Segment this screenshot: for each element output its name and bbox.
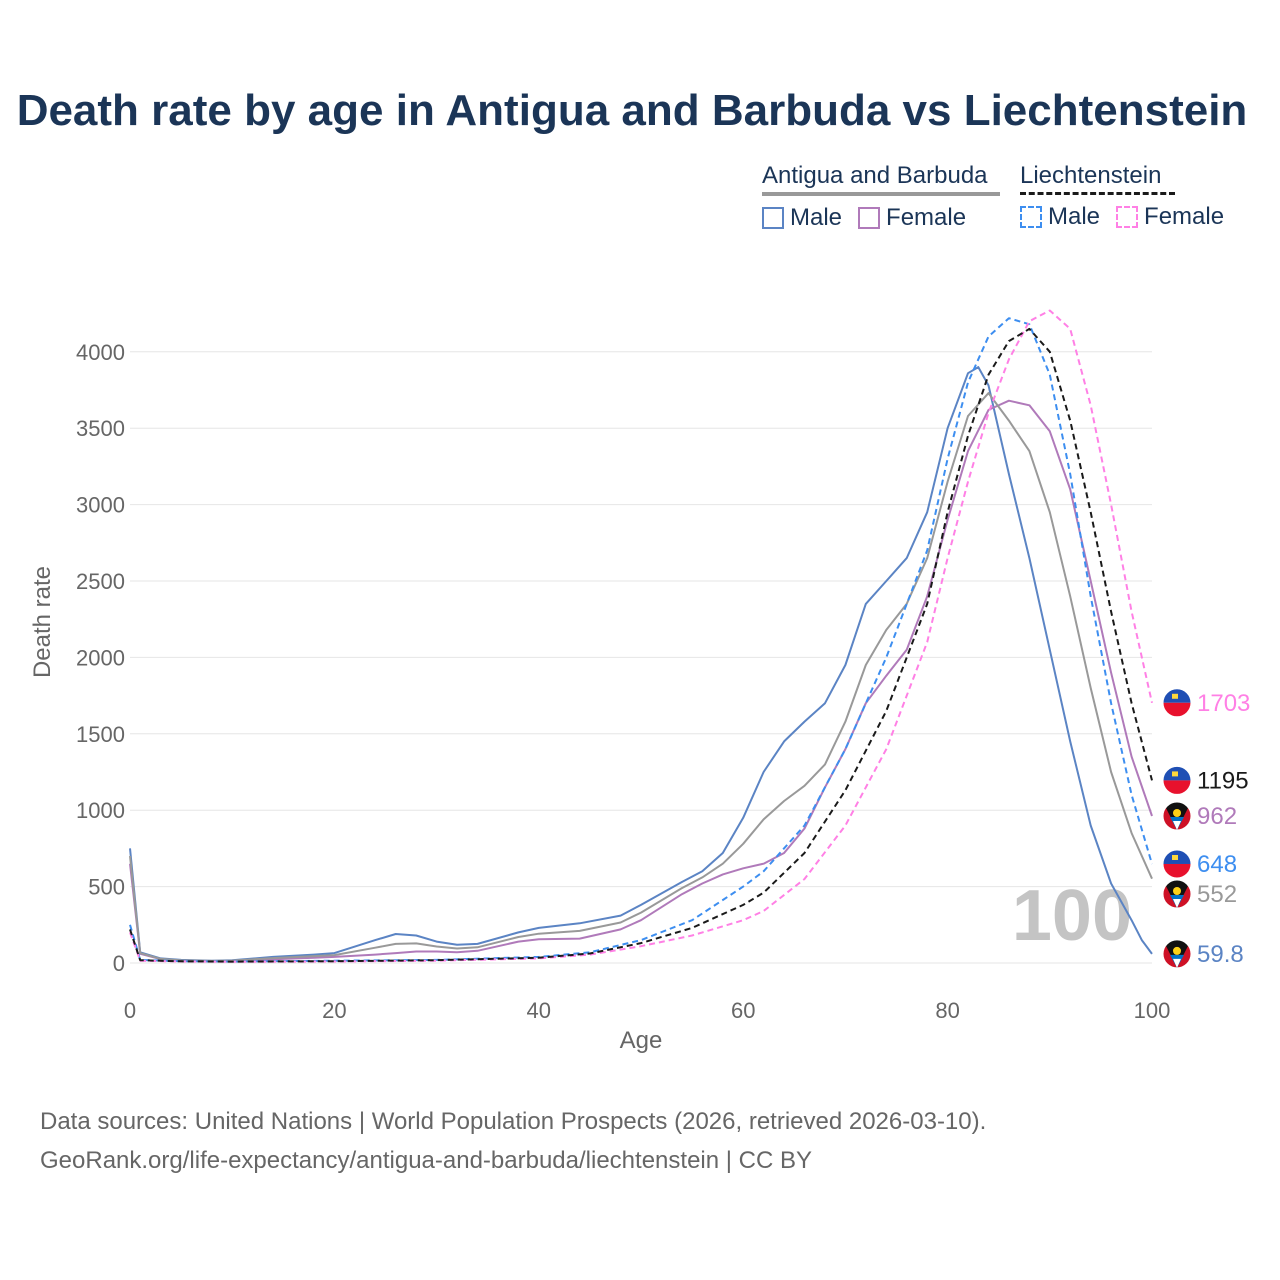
x-axis-ticks: 0 20 40 60 80 100 <box>124 998 1170 1023</box>
legend-swatch-antigua-female <box>858 207 881 229</box>
legend-item-liechtenstein-male[interactable]: Male <box>1020 203 1100 231</box>
legend-swatch-antigua-male <box>762 207 784 229</box>
liechtenstein-flag-icon <box>1163 766 1191 795</box>
x-tick-label: 60 <box>731 998 755 1023</box>
x-tick-label: 80 <box>935 998 959 1023</box>
age-watermark-label: 100 <box>1012 876 1132 956</box>
end-value-label: 59.8 <box>1197 941 1244 968</box>
series-line-antigua-and-barbuda-male[interactable] <box>129 366 1153 962</box>
footer-credit: GeoRank.org/life-expectancy/antigua-and-… <box>40 1147 813 1174</box>
liechtenstein-flag-icon <box>1163 688 1191 717</box>
legend-label-antigua-male: Male <box>790 204 843 231</box>
y-axis-ticks: 0 500 1000 1500 2000 2500 3000 3500 4000 <box>76 340 125 976</box>
end-value-label: 1703 <box>1197 690 1250 717</box>
series-lines <box>129 309 1153 963</box>
end-value-label: 1195 <box>1197 767 1249 794</box>
legend-group-antigua: Antigua and Barbuda Male Female <box>762 162 1000 232</box>
antigua-and-barbuda-flag-icon <box>1163 879 1191 908</box>
legend-item-antigua-male[interactable]: Male <box>762 204 842 232</box>
y-tick-label: 500 <box>88 875 125 900</box>
end-marker-liechtenstein-male: 648 <box>1162 849 1237 879</box>
series-line-antigua-and-barbuda-female[interactable] <box>129 399 1153 963</box>
footer-sources: Data sources: United Nations | World Pop… <box>40 1108 987 1135</box>
end-value-label: 552 <box>1197 881 1237 908</box>
series-line-liechtenstein-both-sexes[interactable] <box>129 327 1153 963</box>
series-line-antigua-and-barbuda-both-sexes[interactable] <box>129 392 1153 962</box>
end-marker-antigua-and-barbuda-both-sexes: 552 <box>1162 879 1237 909</box>
y-tick-label: 3500 <box>76 416 125 441</box>
x-tick-label: 40 <box>527 998 551 1023</box>
x-tick-label: 100 <box>1134 998 1171 1023</box>
end-markers: 1703 1195 962 648 552 59.8 <box>1162 688 1250 969</box>
x-tick-label: 20 <box>322 998 346 1023</box>
y-tick-label: 4000 <box>76 340 125 365</box>
antigua-and-barbuda-flag-icon <box>1163 802 1191 831</box>
end-marker-liechtenstein-female: 1703 <box>1162 688 1250 718</box>
y-axis-label: Death rate <box>29 566 56 678</box>
legend-group-title-antigua: Antigua and Barbuda <box>762 162 1000 196</box>
x-tick-label: 0 <box>124 998 136 1023</box>
end-value-label: 648 <box>1197 851 1237 878</box>
legend-label-liechtenstein-male: Male <box>1048 203 1101 230</box>
end-marker-liechtenstein-both-sexes: 1195 <box>1162 765 1249 795</box>
legend-item-antigua-female[interactable]: Female <box>858 204 966 232</box>
y-tick-label: 3000 <box>76 493 125 518</box>
y-tick-label: 1500 <box>76 722 125 747</box>
antigua-and-barbuda-flag-icon <box>1163 939 1191 968</box>
legend-swatch-liechtenstein-female <box>1116 206 1139 228</box>
y-tick-label: 2500 <box>76 569 125 594</box>
y-tick-label: 1000 <box>76 798 125 823</box>
legend-item-liechtenstein-female[interactable]: Female <box>1116 203 1224 231</box>
end-value-label: 962 <box>1197 803 1237 830</box>
grid-lines <box>130 351 1152 964</box>
liechtenstein-flag-icon <box>1163 849 1191 878</box>
chart-title: Death rate by age in Antigua and Barbuda… <box>16 86 1248 135</box>
end-marker-antigua-and-barbuda-female: 962 <box>1162 801 1237 831</box>
y-tick-label: 2000 <box>76 645 125 670</box>
x-axis-label: Age <box>620 1027 663 1054</box>
y-tick-label: 0 <box>113 951 125 976</box>
legend-label-liechtenstein-female: Female <box>1144 203 1225 230</box>
legend-group-liechtenstein: Liechtenstein Male Female <box>1020 162 1240 231</box>
legend-swatch-liechtenstein-male <box>1020 206 1042 228</box>
legend-label-antigua-female: Female <box>886 204 967 231</box>
legend-group-title-liechtenstein: Liechtenstein <box>1020 162 1175 195</box>
series-line-liechtenstein-male[interactable] <box>129 317 1153 963</box>
end-marker-antigua-and-barbuda-male: 59.8 <box>1162 939 1244 969</box>
